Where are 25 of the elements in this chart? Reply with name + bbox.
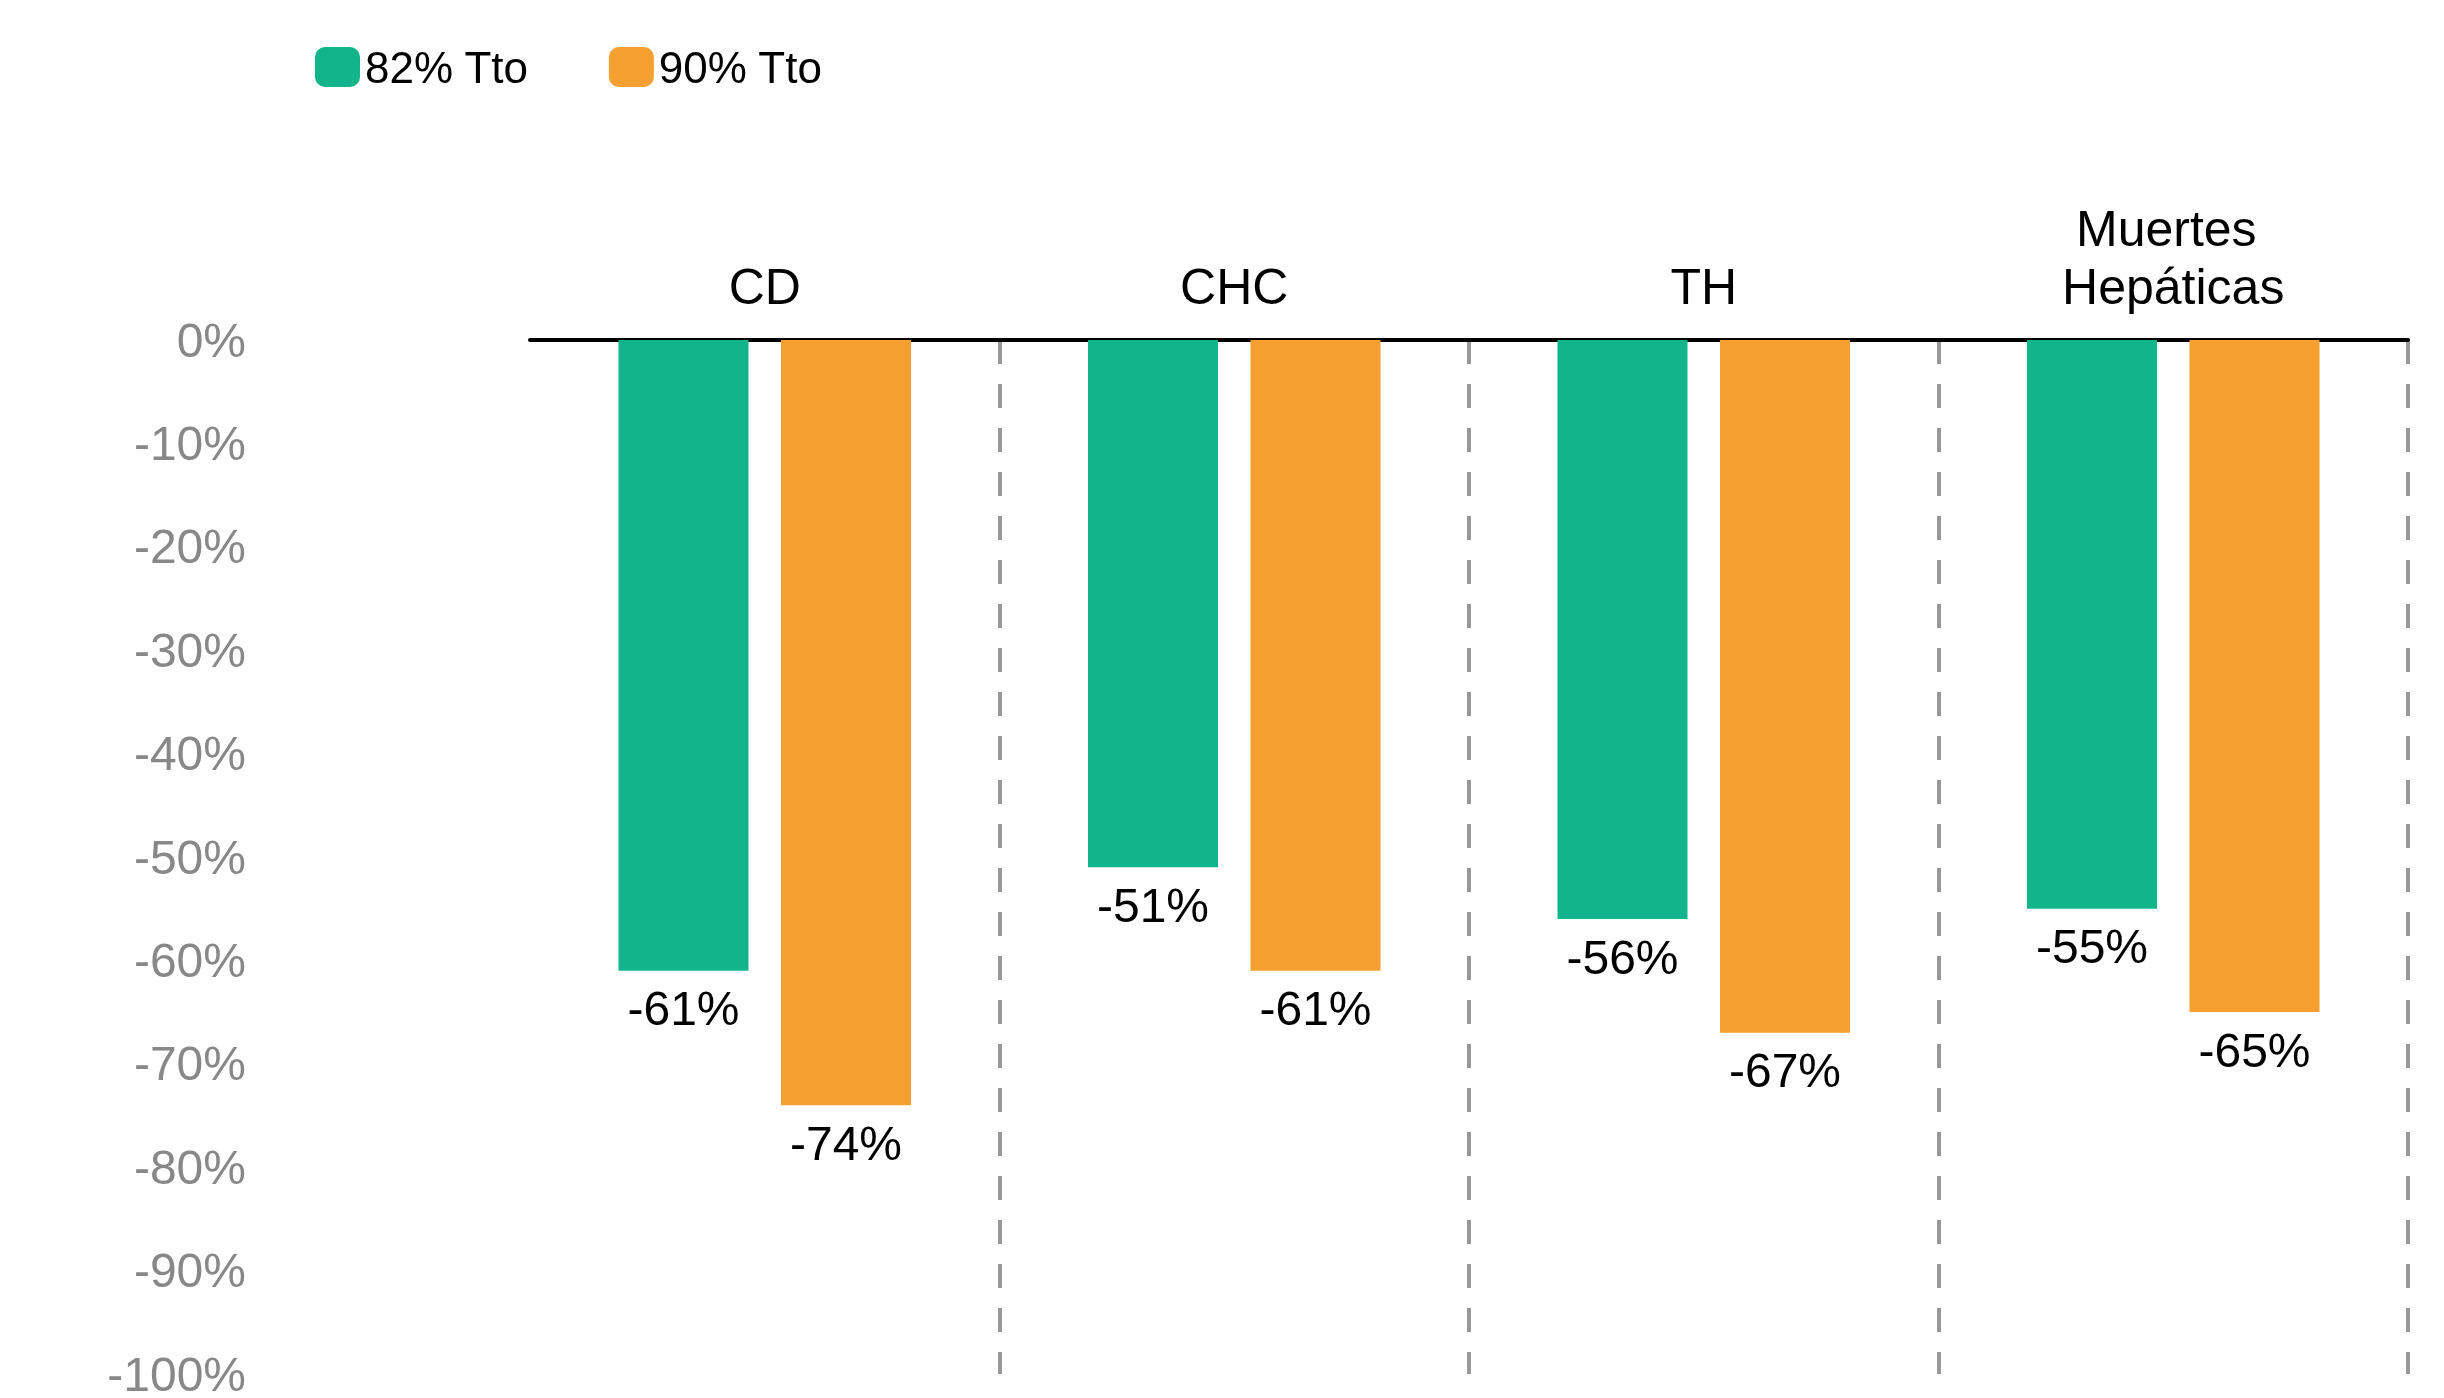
data-label: -55% (2035, 920, 2149, 974)
data-label: -65% (2198, 1023, 2311, 1077)
legend-label: 82% Tto (365, 42, 529, 92)
data-label: -61% (1259, 982, 1372, 1036)
x-tick-label: TH (1670, 259, 1738, 315)
data-label: -51% (1096, 878, 1210, 932)
data-label: -67% (1728, 1044, 1842, 1098)
legend-label: 90% Tto (658, 42, 822, 92)
y-tick-label: -40% (133, 727, 246, 781)
y-tick-label: -90% (133, 1244, 246, 1298)
y-tick-label: -50% (133, 830, 246, 884)
y-tick-label: -60% (133, 933, 246, 987)
y-tick-label: -10% (133, 416, 246, 470)
x-tick-label: Muertes Hepáticas (2062, 201, 2285, 315)
y-tick-label: 0% (176, 313, 246, 367)
y-tick-label: -100% (107, 1347, 246, 1398)
x-tick-label: CHC (1180, 259, 1289, 315)
data-label: -56% (1566, 930, 1679, 984)
x-tick-label: CD (728, 259, 801, 315)
data-label: -61% (627, 982, 740, 1036)
y-tick-label: -30% (133, 623, 246, 677)
y-tick-label: -20% (133, 520, 246, 574)
data-label: -74% (789, 1116, 903, 1170)
y-tick-label: -80% (133, 1140, 246, 1194)
y-tick-label: -70% (133, 1037, 246, 1091)
